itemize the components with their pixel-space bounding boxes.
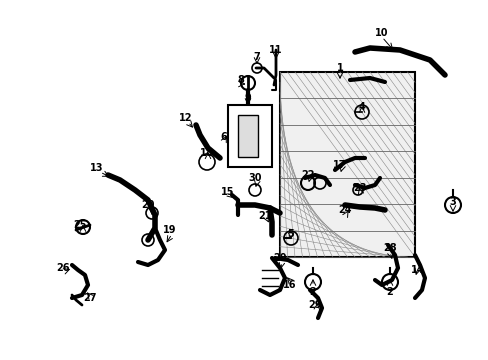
Text: 27: 27 bbox=[83, 293, 97, 303]
Text: 4: 4 bbox=[358, 102, 365, 112]
Text: 12: 12 bbox=[179, 113, 192, 123]
Text: 10: 10 bbox=[374, 28, 388, 38]
Text: 19: 19 bbox=[163, 225, 176, 235]
Text: 9: 9 bbox=[244, 93, 251, 103]
Text: 11: 11 bbox=[269, 45, 282, 55]
Text: 20: 20 bbox=[273, 253, 286, 263]
Text: 22: 22 bbox=[301, 170, 314, 180]
Text: 6: 6 bbox=[220, 132, 227, 142]
Bar bbox=[227, 105, 271, 167]
Text: 8: 8 bbox=[237, 75, 244, 85]
Text: 28: 28 bbox=[383, 243, 396, 253]
Text: 25: 25 bbox=[73, 220, 86, 230]
Text: 7: 7 bbox=[253, 52, 260, 62]
Text: 26: 26 bbox=[56, 263, 70, 273]
Text: 21: 21 bbox=[258, 211, 271, 221]
Text: 13: 13 bbox=[90, 163, 103, 173]
Text: 14: 14 bbox=[410, 265, 424, 275]
Text: 15: 15 bbox=[221, 187, 234, 197]
Text: 1: 1 bbox=[336, 63, 343, 73]
Text: 2: 2 bbox=[386, 287, 392, 297]
Bar bbox=[280, 72, 414, 257]
Text: 18: 18 bbox=[200, 148, 213, 158]
Text: 23: 23 bbox=[352, 183, 366, 193]
Text: 17: 17 bbox=[332, 160, 346, 170]
Text: 5: 5 bbox=[287, 229, 294, 239]
Text: 20: 20 bbox=[141, 200, 154, 210]
Text: 16: 16 bbox=[283, 280, 296, 290]
Bar bbox=[238, 115, 258, 157]
Text: 24: 24 bbox=[338, 205, 351, 215]
Text: 2: 2 bbox=[309, 287, 316, 297]
Text: 30: 30 bbox=[248, 173, 261, 183]
Text: 3: 3 bbox=[448, 197, 455, 207]
Text: 29: 29 bbox=[307, 300, 321, 310]
